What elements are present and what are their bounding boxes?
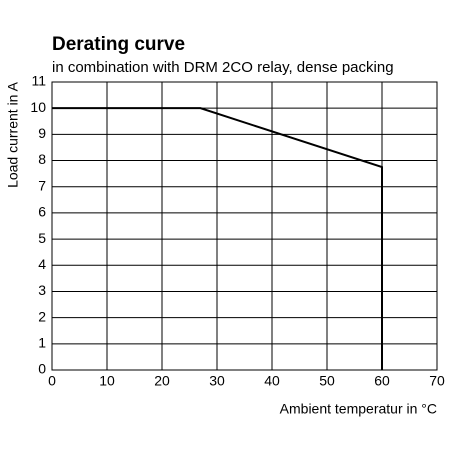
- y-tick-label: 3: [38, 282, 46, 298]
- chart-subtitle: in combination with DRM 2CO relay, dense…: [52, 59, 394, 76]
- x-tick-label: 0: [48, 373, 56, 389]
- x-tick-label: 10: [99, 373, 115, 389]
- y-tick-label: 5: [38, 230, 46, 246]
- data-line: [52, 107, 383, 370]
- y-tick-label: 8: [38, 151, 46, 167]
- x-tick-label: 20: [154, 373, 170, 389]
- y-tick-label: 11: [31, 73, 46, 89]
- y-tick-label: 2: [38, 308, 46, 324]
- y-tick-label: 1: [38, 335, 46, 351]
- x-tick-label: 70: [429, 373, 445, 389]
- x-axis-label: Ambient temperatur in °C: [280, 401, 437, 417]
- plot-border: [51, 81, 438, 371]
- y-tick-label: 9: [38, 125, 46, 141]
- y-axis-label: Load current in A: [5, 81, 21, 188]
- x-tick-label: 40: [264, 373, 280, 389]
- y-tick-label: 7: [38, 177, 46, 193]
- chart-title: Derating curve: [52, 34, 185, 55]
- y-tick-label: 0: [38, 361, 46, 377]
- x-tick-label: 60: [374, 373, 390, 389]
- x-tick-label: 50: [319, 373, 335, 389]
- x-tick-label: 30: [209, 373, 225, 389]
- y-tick-label: 4: [38, 256, 46, 272]
- y-tick-label: 10: [30, 99, 46, 115]
- y-tick-label: 6: [38, 204, 46, 220]
